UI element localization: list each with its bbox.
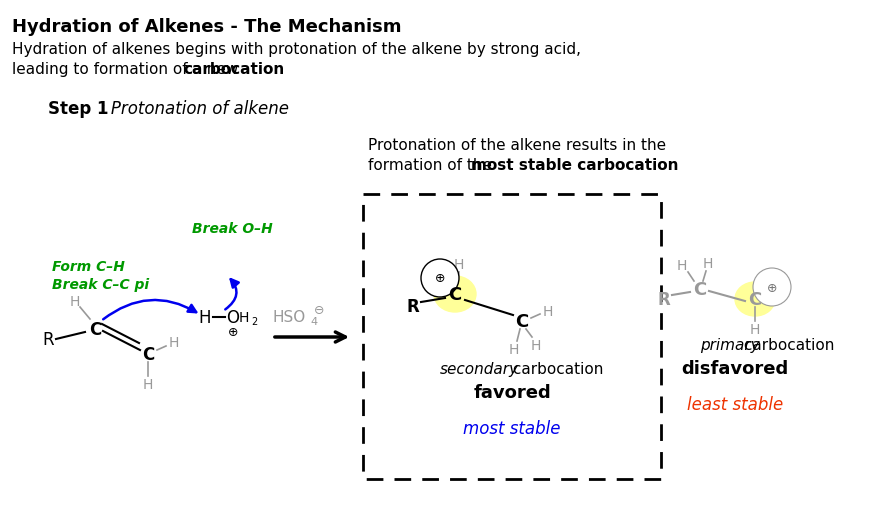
Text: C: C	[694, 280, 707, 298]
Text: H: H	[677, 259, 687, 273]
Text: most stable: most stable	[463, 419, 561, 437]
Text: H: H	[543, 305, 553, 318]
Text: H: H	[199, 309, 211, 326]
Text: disfavored: disfavored	[682, 359, 788, 377]
Text: C: C	[88, 320, 101, 338]
Text: R: R	[42, 330, 53, 348]
Text: ⊕: ⊕	[766, 281, 777, 294]
Text: leading to formation of a new: leading to formation of a new	[12, 62, 244, 77]
Text: primary: primary	[700, 337, 759, 352]
Text: ⊕: ⊕	[434, 272, 445, 285]
Text: C: C	[449, 285, 462, 304]
Text: C: C	[142, 345, 154, 363]
Ellipse shape	[735, 282, 775, 316]
Text: H: H	[70, 294, 81, 309]
Text: Hydration of alkenes begins with protonation of the alkene by strong acid,: Hydration of alkenes begins with protona…	[12, 42, 581, 57]
Text: C: C	[515, 313, 528, 330]
Text: Protonation of the alkene results in the: Protonation of the alkene results in the	[368, 138, 666, 153]
FancyArrowPatch shape	[225, 280, 239, 310]
Text: H: H	[454, 258, 464, 272]
Text: secondary: secondary	[440, 361, 519, 376]
Text: Hydration of Alkenes - The Mechanism: Hydration of Alkenes - The Mechanism	[12, 18, 401, 36]
Text: H: H	[776, 271, 786, 284]
Text: O: O	[227, 309, 239, 326]
Text: R: R	[658, 290, 670, 309]
Text: H: H	[531, 338, 541, 352]
Text: carbocation: carbocation	[183, 62, 284, 77]
FancyArrowPatch shape	[103, 300, 196, 320]
Text: H: H	[169, 335, 180, 349]
Text: H: H	[703, 257, 713, 271]
Text: H: H	[239, 311, 249, 324]
Text: Break O–H: Break O–H	[192, 222, 272, 235]
Text: least stable: least stable	[687, 395, 783, 413]
Text: most stable carbocation: most stable carbocation	[471, 158, 679, 173]
Text: formation of the: formation of the	[368, 158, 497, 173]
Text: ⊕: ⊕	[228, 326, 238, 339]
Text: ⊖: ⊖	[314, 303, 324, 316]
Text: Form C–H: Form C–H	[52, 260, 125, 274]
Text: H: H	[143, 377, 153, 391]
Ellipse shape	[434, 276, 476, 313]
Text: HSO: HSO	[273, 310, 307, 325]
Text: C: C	[748, 290, 761, 309]
Text: 2: 2	[251, 316, 258, 326]
Text: favored: favored	[473, 383, 551, 401]
Text: Step 1: Step 1	[48, 100, 109, 118]
Text: : Protonation of alkene: : Protonation of alkene	[100, 100, 289, 118]
Text: carbocation: carbocation	[508, 361, 604, 376]
Text: H: H	[750, 322, 760, 336]
Text: 4: 4	[310, 316, 317, 326]
Text: R: R	[406, 297, 420, 316]
Text: carbocation: carbocation	[739, 337, 834, 352]
Text: H: H	[509, 342, 519, 357]
Text: Break C–C pi: Break C–C pi	[52, 277, 149, 291]
